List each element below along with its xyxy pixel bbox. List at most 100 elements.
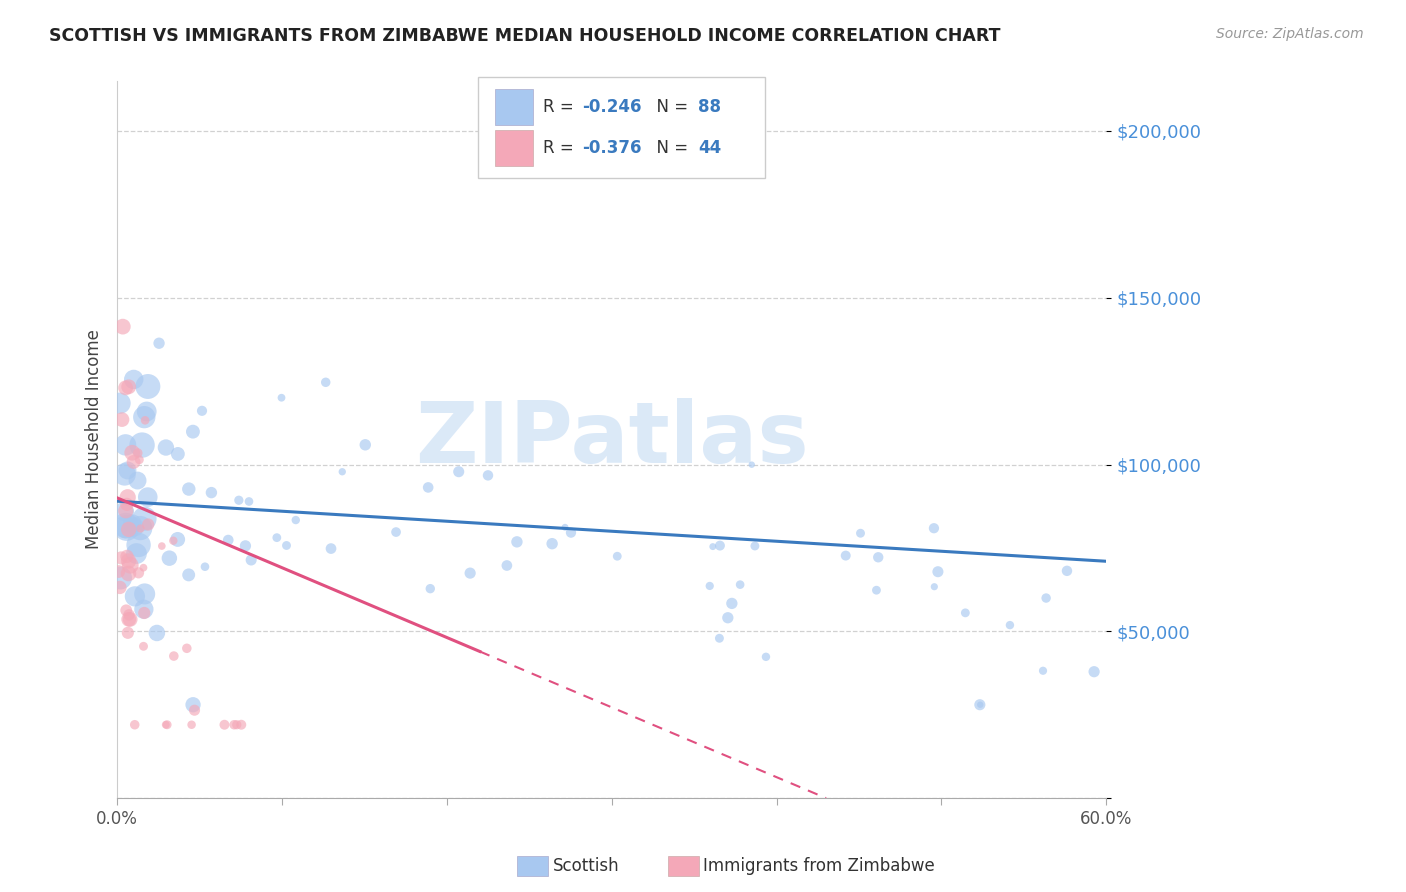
Point: [155, 717, 177, 731]
Point: [180, 717, 202, 731]
Text: R =: R =: [543, 139, 578, 157]
Point: [927, 565, 949, 579]
Point: [1083, 665, 1105, 679]
Point: [354, 438, 377, 452]
Point: [110, 571, 132, 585]
Point: [120, 612, 142, 626]
Point: [117, 491, 139, 505]
Point: [135, 404, 157, 418]
Text: -0.376: -0.376: [582, 139, 641, 157]
Point: [755, 649, 778, 664]
Point: [315, 376, 337, 390]
Point: [132, 602, 155, 616]
Text: Scottish: Scottish: [553, 857, 619, 875]
Text: 44: 44: [697, 139, 721, 157]
Point: [849, 526, 872, 541]
Point: [728, 577, 751, 591]
Point: [969, 698, 991, 712]
Point: [266, 531, 288, 545]
Text: ZIPatlas: ZIPatlas: [415, 398, 808, 481]
Point: [148, 336, 170, 351]
Bar: [495, 89, 533, 125]
Point: [231, 717, 253, 731]
Point: [418, 480, 440, 494]
Text: 88: 88: [697, 98, 721, 116]
Point: [235, 539, 257, 553]
Point: [385, 524, 408, 539]
Point: [124, 520, 146, 534]
Point: [122, 372, 145, 386]
Point: [969, 698, 991, 712]
Point: [134, 606, 156, 620]
Point: [114, 518, 136, 533]
Point: [554, 520, 576, 534]
Point: [118, 380, 141, 394]
Text: N =: N =: [647, 98, 693, 116]
Point: [127, 446, 149, 460]
Point: [136, 490, 159, 504]
Point: [276, 539, 298, 553]
Point: [115, 549, 138, 564]
Point: [240, 553, 263, 567]
Point: [541, 537, 564, 551]
Text: N =: N =: [647, 139, 693, 157]
Text: R =: R =: [543, 98, 578, 116]
Point: [183, 703, 205, 717]
Point: [125, 547, 148, 561]
Point: [117, 463, 139, 477]
Bar: [495, 130, 533, 166]
Point: [146, 626, 169, 640]
Point: [699, 579, 721, 593]
Point: [419, 582, 441, 596]
Point: [1032, 664, 1054, 678]
Point: [108, 565, 131, 579]
Point: [155, 441, 177, 455]
Point: [124, 717, 146, 731]
Point: [225, 717, 247, 731]
Point: [118, 522, 141, 536]
Point: [181, 698, 204, 712]
Point: [922, 521, 945, 535]
Point: [238, 494, 260, 508]
Point: [128, 452, 150, 467]
Point: [181, 425, 204, 439]
Point: [117, 625, 139, 640]
Point: [111, 319, 134, 334]
Point: [865, 583, 887, 598]
Point: [114, 381, 136, 395]
Point: [128, 566, 150, 580]
Point: [124, 590, 146, 604]
FancyBboxPatch shape: [478, 78, 765, 178]
Point: [709, 632, 731, 646]
Point: [835, 549, 858, 563]
Text: SCOTTISH VS IMMIGRANTS FROM ZIMBABWE MEDIAN HOUSEHOLD INCOME CORRELATION CHART: SCOTTISH VS IMMIGRANTS FROM ZIMBABWE MED…: [49, 27, 1001, 45]
Point: [506, 534, 529, 549]
Point: [284, 513, 307, 527]
Point: [447, 465, 470, 479]
Point: [127, 474, 149, 488]
Point: [702, 540, 724, 554]
Point: [120, 558, 142, 573]
Point: [191, 404, 214, 418]
Point: [117, 554, 139, 568]
Text: Source: ZipAtlas.com: Source: ZipAtlas.com: [1216, 27, 1364, 41]
Point: [717, 611, 740, 625]
Point: [156, 717, 179, 731]
Point: [224, 717, 246, 731]
Point: [177, 567, 200, 582]
Point: [122, 455, 145, 469]
Y-axis label: Median Household Income: Median Household Income: [86, 329, 103, 549]
Text: Immigrants from Zimbabwe: Immigrants from Zimbabwe: [703, 857, 935, 875]
Point: [115, 520, 138, 534]
Point: [1035, 591, 1057, 605]
Point: [112, 504, 135, 518]
Point: [134, 587, 156, 601]
Point: [1056, 564, 1078, 578]
Point: [458, 566, 481, 581]
Point: [150, 539, 173, 553]
Point: [132, 640, 155, 654]
Point: [114, 467, 136, 482]
Point: [955, 606, 977, 620]
Point: [132, 560, 155, 574]
Point: [709, 539, 731, 553]
